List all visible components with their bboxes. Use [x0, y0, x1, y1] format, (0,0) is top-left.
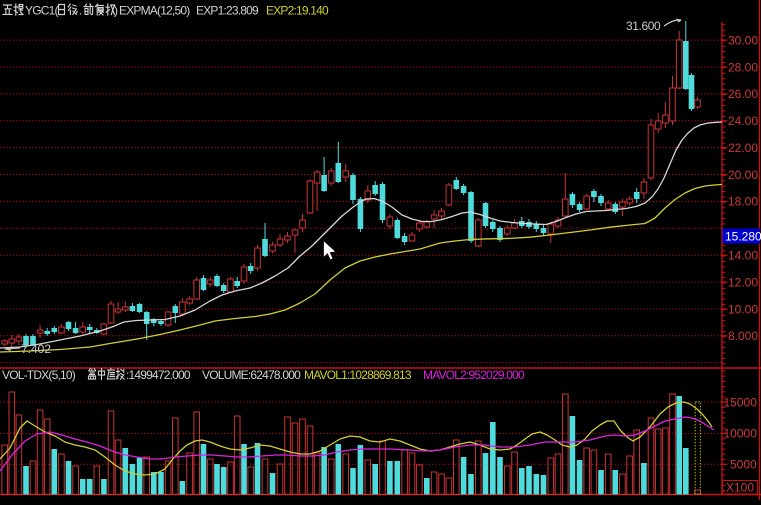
svg-text:10000: 10000 — [724, 427, 758, 441]
svg-text:30.00: 30.00 — [728, 33, 758, 47]
svg-text:8.000: 8.000 — [728, 329, 758, 343]
svg-text:VOL-TDX(5,10): VOL-TDX(5,10) — [2, 368, 76, 382]
svg-text:24.00: 24.00 — [728, 114, 758, 128]
svg-text:12.00: 12.00 — [728, 275, 758, 289]
svg-text:5000: 5000 — [730, 458, 757, 472]
svg-text:MAVOL2:952029.000: MAVOL2:952029.000 — [423, 368, 525, 382]
svg-text:VOLUME:62478.000: VOLUME:62478.000 — [202, 368, 301, 382]
svg-text:10.00: 10.00 — [728, 302, 758, 316]
svg-text:18.00: 18.00 — [728, 195, 758, 209]
svg-text::1499472.000: :1499472.000 — [126, 368, 191, 382]
svg-text:15000: 15000 — [724, 395, 758, 409]
svg-text:20.00: 20.00 — [728, 168, 758, 182]
svg-text:EXPMA(12,50): EXPMA(12,50) — [119, 4, 190, 18]
svg-text:.: . — [79, 4, 82, 18]
svg-text:15.280: 15.280 — [725, 230, 761, 244]
svg-text:22.00: 22.00 — [728, 141, 758, 155]
svg-text:): ) — [114, 4, 118, 18]
svg-text:EXP2:19.140: EXP2:19.140 — [266, 4, 329, 18]
svg-text:7.402: 7.402 — [21, 342, 51, 356]
svg-text:X100: X100 — [726, 481, 754, 495]
svg-text:MAVOL1:1028869.813: MAVOL1:1028869.813 — [304, 368, 412, 382]
svg-text:14.00: 14.00 — [728, 249, 758, 263]
svg-text:YGC1(: YGC1( — [25, 4, 58, 18]
svg-text:31.600: 31.600 — [626, 19, 661, 33]
svg-text:28.00: 28.00 — [728, 60, 758, 74]
svg-text:EXP1:23.809: EXP1:23.809 — [196, 4, 259, 18]
svg-text:26.00: 26.00 — [728, 87, 758, 101]
